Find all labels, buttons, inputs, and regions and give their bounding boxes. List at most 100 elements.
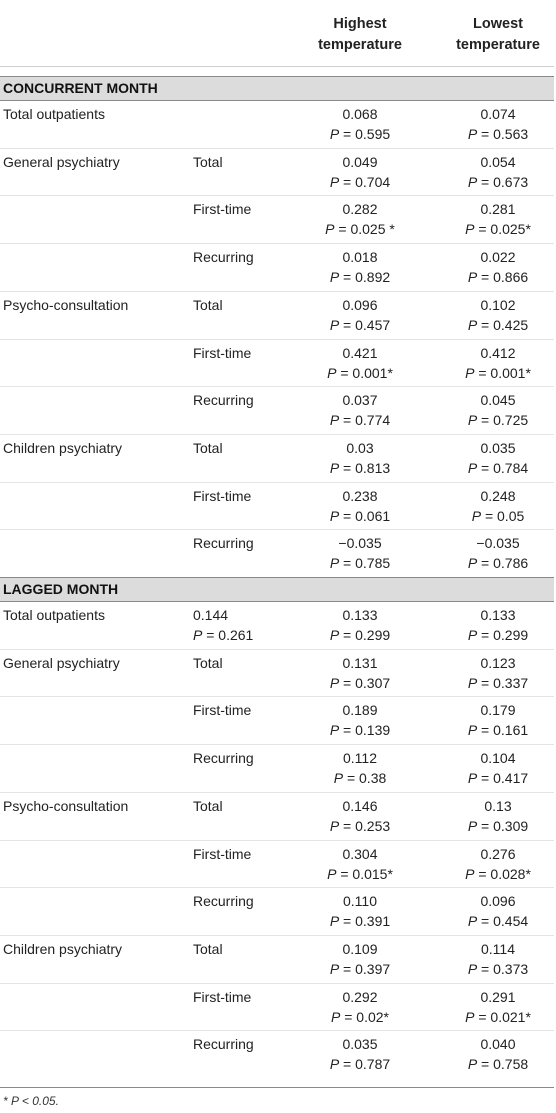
lowest-temperature-cell-p-value: P = 0.425 bbox=[467, 316, 529, 333]
lowest-temperature-cell-coefficient: 0.13 bbox=[484, 797, 512, 814]
table-row: Recurring 0.035 P = 0.787 0.040 P = 0.758 bbox=[0, 1031, 554, 1079]
row-sublabel: Recurring bbox=[193, 893, 254, 910]
highest-temperature-cell-p-value: P = 0.015* bbox=[327, 865, 393, 882]
lowest-temperature-cell: 0.104 P = 0.417 bbox=[440, 748, 556, 788]
row-divider bbox=[0, 1030, 554, 1032]
highest-temperature-cell-p-value: P = 0.299 bbox=[329, 627, 391, 643]
row-divider bbox=[0, 147, 554, 149]
highest-temperature-cell-p-value: P = 0.02* bbox=[331, 1008, 389, 1025]
lowest-temperature-cell-p-value: P = 0.299 bbox=[467, 627, 529, 643]
highest-temperature-cell: 0.068 P = 0.595 bbox=[296, 104, 424, 144]
highest-temperature-cell-p-value: P = 0.253 bbox=[329, 817, 391, 834]
lowest-temperature-cell-coefficient: 0.102 bbox=[480, 296, 516, 313]
highest-temperature-cell: 0.018 P = 0.892 bbox=[296, 247, 424, 287]
row-sublabel: Recurring bbox=[193, 249, 254, 266]
table-row: Psycho-consultation Total 0.096 P = 0.457 0.… bbox=[0, 292, 554, 340]
table-header: Highest temperature Lowest temperature bbox=[0, 0, 554, 66]
lowest-temperature-cell-coefficient: 0.040 bbox=[480, 1036, 516, 1053]
lowest-temperature-cell-p-value: P = 0.784 bbox=[467, 459, 529, 476]
highest-temperature-cell-coefficient: 0.035 bbox=[342, 1036, 378, 1053]
highest-temperature-cell-coefficient: 0.049 bbox=[342, 153, 378, 170]
lowest-temperature-cell: 0.179 P = 0.161 bbox=[440, 700, 556, 740]
lowest-temperature-cell: 0.045 P = 0.725 bbox=[440, 390, 556, 430]
lowest-temperature-cell-p-value: P = 0.05 bbox=[471, 507, 525, 524]
row-divider bbox=[0, 433, 554, 435]
lowest-temperature-cell-p-value: P = 0.025* bbox=[465, 221, 531, 238]
lowest-temperature-cell-coefficient: 0.133 bbox=[480, 607, 516, 623]
header-highest-temperature: Highest temperature bbox=[296, 14, 424, 56]
table-row: Children psychiatry Total 0.03 P = 0.813 0.0… bbox=[0, 435, 554, 483]
lowest-temperature-cell-p-value: P = 0.337 bbox=[467, 674, 529, 691]
highest-temperature-cell-coefficient: 0.292 bbox=[342, 988, 378, 1005]
highest-temperature-cell: 0.037 P = 0.774 bbox=[296, 390, 424, 430]
lowest-temperature-cell-coefficient: 0.035 bbox=[480, 439, 516, 456]
header-lowest-temperature: Lowest temperature bbox=[440, 14, 556, 56]
row-divider bbox=[0, 982, 554, 984]
header-divider bbox=[0, 66, 554, 67]
lowest-temperature-cell-p-value: P = 0.001* bbox=[465, 364, 531, 381]
row-divider bbox=[0, 338, 554, 340]
highest-temperature-cell: 0.110 P = 0.391 bbox=[296, 891, 424, 931]
highest-temperature-cell: 0.292 P = 0.02* bbox=[296, 987, 424, 1027]
highest-temperature-cell-coefficient: −0.035 bbox=[338, 535, 382, 552]
highest-temperature-cell-coefficient: 0.304 bbox=[342, 845, 378, 862]
row-label: General psychiatry bbox=[3, 153, 120, 170]
highest-temperature-cell-p-value: P = 0.001* bbox=[327, 364, 393, 381]
header-lowest-line2: temperature bbox=[456, 37, 540, 53]
highest-temperature-cell-p-value: P = 0.139 bbox=[329, 722, 391, 739]
row-sublabel: First-time bbox=[193, 845, 252, 862]
lowest-temperature-cell-coefficient: 0.114 bbox=[481, 940, 515, 957]
highest-temperature-cell: 0.035 P = 0.787 bbox=[296, 1034, 424, 1074]
highest-temperature-cell-coefficient: 0.238 bbox=[342, 487, 378, 504]
lowest-temperature-cell-p-value: P = 0.021* bbox=[465, 1008, 531, 1025]
lowest-temperature-cell: 0.123 P = 0.337 bbox=[440, 653, 556, 693]
highest-temperature-cell-coefficient: 0.282 bbox=[342, 201, 378, 218]
row-sublabel: Recurring bbox=[193, 392, 254, 409]
row-sublabel: Total bbox=[193, 797, 223, 814]
lowest-temperature-cell: 0.074 P = 0.563 bbox=[440, 104, 556, 144]
highest-temperature-cell-coefficient: 0.096 bbox=[342, 296, 378, 313]
row-divider bbox=[0, 744, 554, 746]
lowest-temperature-cell-coefficient: 0.281 bbox=[480, 201, 516, 218]
table-row: Psycho-consultation Total 0.146 P = 0.253 0.… bbox=[0, 793, 554, 841]
lowest-temperature-cell-coefficient: 0.276 bbox=[480, 845, 516, 862]
table-row: First-time 0.282 P = 0.025 * 0.281 P = 0.025… bbox=[0, 196, 554, 244]
header-highest-line2: temperature bbox=[318, 37, 402, 53]
lowest-temperature-cell-coefficient: 0.412 bbox=[480, 344, 516, 361]
lowest-temperature-cell-coefficient: 0.123 bbox=[480, 654, 516, 671]
lowest-temperature-cell: 0.412 P = 0.001* bbox=[440, 343, 556, 383]
highest-temperature-cell-p-value: P = 0.061 bbox=[329, 507, 391, 524]
lowest-temperature-cell-p-value: P = 0.725 bbox=[467, 412, 529, 429]
row-divider bbox=[0, 934, 554, 936]
row-divider bbox=[0, 887, 554, 889]
lowest-temperature-cell: 0.054 P = 0.673 bbox=[440, 152, 556, 192]
row-divider bbox=[0, 243, 554, 245]
table-footnote: * P < 0.05. bbox=[3, 1094, 59, 1108]
row-label: General psychiatry bbox=[3, 654, 120, 671]
lowest-temperature-cell-p-value: P = 0.673 bbox=[467, 173, 529, 190]
highest-temperature-cell-coefficient: 0.109 bbox=[342, 940, 378, 957]
lowest-temperature-cell: 0.022 P = 0.866 bbox=[440, 247, 556, 287]
highest-temperature-cell: 0.304 P = 0.015* bbox=[296, 844, 424, 884]
highest-temperature-cell: 0.131 P = 0.307 bbox=[296, 653, 424, 693]
highest-temperature-cell-p-value: P = 0.025 * bbox=[325, 221, 395, 238]
table-row: General psychiatry Total 0.131 P = 0.307 0.1… bbox=[0, 650, 554, 698]
highest-temperature-cell: 0.282 P = 0.025 * bbox=[296, 199, 424, 239]
highest-temperature-cell-p-value: P = 0.787 bbox=[329, 1056, 391, 1073]
table-row: Recurring 0.037 P = 0.774 0.045 P = 0.725 bbox=[0, 387, 554, 435]
lowest-temperature-cell-p-value: P = 0.563 bbox=[467, 126, 529, 142]
highest-temperature-cell: 0.238 P = 0.061 bbox=[296, 486, 424, 526]
row-sublabel: Total bbox=[193, 439, 223, 456]
highest-temperature-cell: 0.133 P = 0.299 bbox=[296, 605, 424, 645]
highest-temperature-cell-p-value: P = 0.38 bbox=[333, 770, 387, 787]
row-sublabel: Total bbox=[193, 153, 223, 170]
row-divider bbox=[0, 290, 554, 292]
row-label: Psycho-consultation bbox=[3, 296, 129, 313]
lowest-temperature-cell: −0.035 P = 0.786 bbox=[440, 533, 556, 573]
highest-temperature-cell: 0.109 P = 0.397 bbox=[296, 939, 424, 979]
lowest-temperature-cell: 0.114 P = 0.373 bbox=[440, 939, 556, 979]
table-row: Children psychiatry Total 0.109 P = 0.397 0.… bbox=[0, 936, 554, 984]
row-sublabel: First-time bbox=[193, 344, 252, 361]
table-row: Recurring 0.110 P = 0.391 0.096 P = 0.454 bbox=[0, 888, 554, 936]
lowest-temperature-cell-p-value: P = 0.417 bbox=[467, 770, 529, 787]
